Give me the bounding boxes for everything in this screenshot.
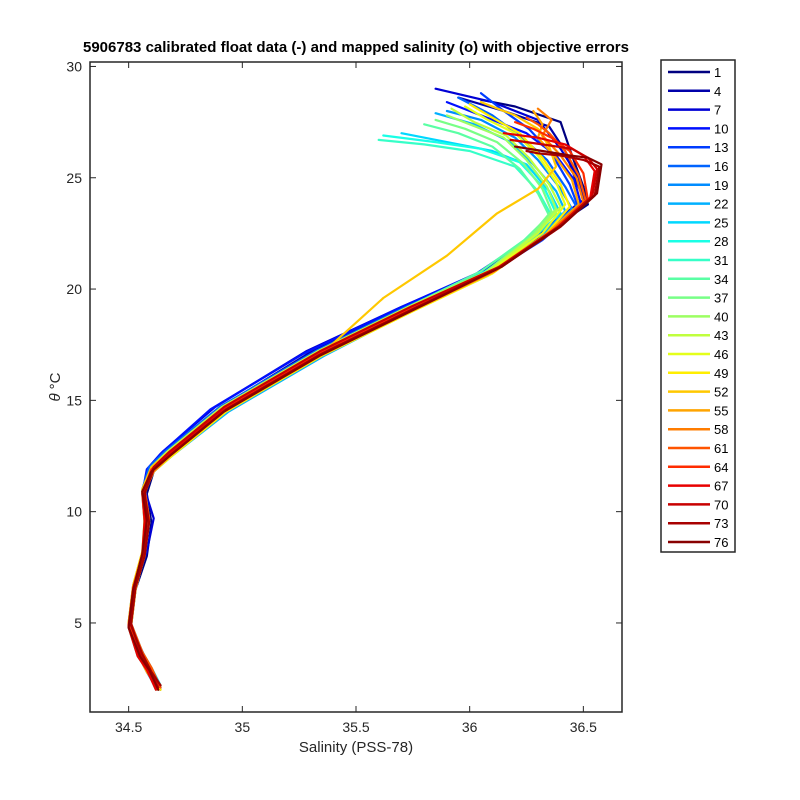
profile-line-10	[127, 100, 583, 691]
legend-label: 22	[714, 197, 728, 212]
legend-box	[660, 59, 736, 553]
legend-entry-28: 28	[668, 234, 728, 249]
legend-label: 16	[714, 159, 728, 174]
x-tick-label: 36	[462, 719, 478, 735]
x-tick-label: 35.5	[342, 719, 369, 735]
legend-entry-31: 31	[668, 253, 728, 268]
legend-entry-34: 34	[668, 272, 728, 287]
y-axis-label: θ °C	[47, 372, 64, 401]
legend-label: 43	[714, 328, 728, 343]
legend-label: 28	[714, 234, 728, 249]
legend-entry-52: 52	[668, 385, 728, 400]
legend-entry-10: 10	[668, 121, 728, 136]
legend-label: 67	[714, 479, 728, 494]
legend-entry-19: 19	[668, 178, 728, 193]
legend-entry-1: 1	[668, 65, 721, 80]
legend-entry-43: 43	[668, 328, 728, 343]
legend-entry-55: 55	[668, 403, 728, 418]
x-tick-label: 35	[235, 719, 251, 735]
profile-line-49	[129, 103, 571, 691]
legend-label: 52	[714, 385, 728, 400]
y-tick-label: 25	[66, 170, 82, 186]
legend-label: 58	[714, 422, 728, 437]
legend-entry-4: 4	[668, 84, 721, 99]
y-axis-label-unit: °C	[47, 372, 64, 389]
legend-label: 49	[714, 366, 728, 381]
profile-line-7	[129, 87, 585, 687]
legend-label: 46	[714, 347, 728, 362]
legend-entry-25: 25	[668, 215, 728, 230]
profile-line-43	[127, 107, 562, 689]
profile-line-61	[129, 116, 587, 689]
legend-entry-64: 64	[668, 460, 728, 475]
x-tick-label: 36.5	[570, 719, 597, 735]
y-axis-label-symbol: θ	[47, 393, 64, 401]
legend-label: 31	[714, 253, 728, 268]
legend-label: 34	[714, 272, 728, 287]
legend-entry-46: 46	[668, 347, 728, 362]
legend-entry-76: 76	[668, 535, 728, 550]
profile-line-52	[127, 100, 558, 689]
profile-line-37	[129, 118, 553, 687]
profile-line-70	[129, 138, 599, 689]
legend-label: 40	[714, 309, 728, 324]
profile-line-67	[127, 132, 596, 691]
axes-frame	[89, 61, 623, 713]
legend-label: 19	[714, 178, 728, 193]
legend-entry-67: 67	[668, 479, 728, 494]
legend-entry-61: 61	[668, 441, 728, 456]
legend-entry-22: 22	[668, 197, 728, 212]
legend-entry-13: 13	[668, 140, 728, 155]
profile-line-19	[127, 109, 574, 689]
y-tick-label: 30	[66, 58, 82, 74]
profile-line-58	[129, 107, 585, 691]
profile-line-16	[127, 96, 578, 687]
legend: 1 4 7 10 13 16 19 22 25 28 31 34 37 40 43 46 49 52 55 58 61 6…	[660, 59, 736, 553]
profile-line-64	[127, 120, 590, 687]
profile-line-46	[129, 105, 567, 687]
profile-line-76	[127, 145, 603, 691]
profile-line-40	[127, 114, 558, 691]
profile-line-55	[127, 109, 580, 687]
x-tick-label: 34.5	[115, 719, 142, 735]
legend-label: 1	[714, 65, 721, 80]
profile-line-22	[129, 112, 567, 691]
legend-entry-70: 70	[668, 497, 728, 512]
legend-label: 37	[714, 291, 728, 306]
legend-label: 10	[714, 121, 728, 136]
legend-label: 70	[714, 497, 728, 512]
y-axis: 5 10 15 20 25 30	[66, 58, 622, 631]
profile-line-25	[129, 132, 562, 687]
legend-label: 25	[714, 215, 728, 230]
legend-entry-37: 37	[668, 291, 728, 306]
plot-area: 34.5 35 35.5 36 36.5 5 10 15 20 25 30	[66, 58, 623, 735]
y-tick-label: 5	[74, 615, 82, 631]
x-axis: 34.5 35 35.5 36 36.5	[115, 62, 597, 735]
profile-line-4	[127, 96, 587, 689]
y-tick-label: 15	[66, 392, 82, 408]
legend-label: 61	[714, 441, 728, 456]
legend-label: 4	[714, 84, 721, 99]
y-tick-label: 20	[66, 281, 82, 297]
legend-entry-7: 7	[668, 103, 721, 118]
legend-entry-49: 49	[668, 366, 728, 381]
legend-entry-16: 16	[668, 159, 728, 174]
legend-label: 7	[714, 103, 721, 118]
chart-title: 5906783 calibrated float data (-) and ma…	[83, 39, 629, 56]
profile-lines	[127, 87, 603, 691]
y-tick-label: 10	[66, 504, 82, 520]
legend-label: 13	[714, 140, 728, 155]
legend-label: 55	[714, 403, 728, 418]
profile-line-13	[129, 92, 580, 689]
profile-line-1	[129, 98, 590, 691]
legend-entry-58: 58	[668, 422, 728, 437]
legend-entry-73: 73	[668, 516, 728, 531]
x-axis-label: Salinity (PSS-78)	[299, 739, 413, 756]
profile-line-34	[129, 123, 551, 689]
legend-label: 76	[714, 535, 728, 550]
legend-label: 73	[714, 516, 728, 531]
legend-label: 64	[714, 460, 728, 475]
legend-entry-40: 40	[668, 309, 728, 324]
